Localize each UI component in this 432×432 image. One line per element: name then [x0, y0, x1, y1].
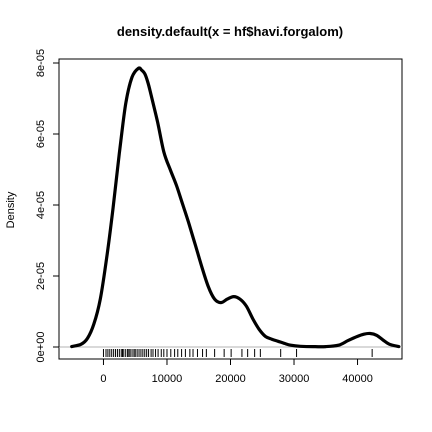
- density-curve: [70, 66, 401, 349]
- x-tick-label: 20000: [215, 373, 246, 385]
- chart-title: density.default(x = hf$havi.forgalom): [117, 24, 343, 39]
- y-tick-label: 4e-05: [35, 191, 47, 219]
- y-axis: 0e+00 2e-05 4e-05 6e-05 8e-05: [35, 49, 60, 363]
- plot-area-frame: [58, 58, 403, 360]
- x-axis: 0 10000 20000 30000 40000: [100, 358, 373, 385]
- y-tick-label: 0e+00: [35, 332, 47, 363]
- y-axis-label: Density: [5, 191, 17, 228]
- y-tick-label: 8e-05: [35, 49, 47, 77]
- x-tick-label: 40000: [342, 373, 373, 385]
- rug-marks: [102, 349, 373, 357]
- x-tick-label: 0: [100, 373, 106, 385]
- x-tick-label: 30000: [279, 373, 310, 385]
- y-tick-label: 2e-05: [35, 262, 47, 290]
- y-tick-label: 6e-05: [35, 120, 47, 148]
- x-tick-label: 10000: [152, 373, 183, 385]
